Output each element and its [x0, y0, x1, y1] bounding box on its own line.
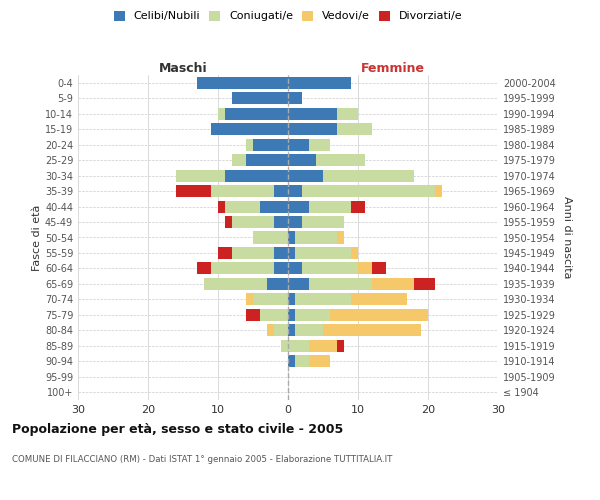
Bar — [295, 309, 330, 321]
Text: Popolazione per età, sesso e stato civile - 2005: Popolazione per età, sesso e stato civil… — [12, 422, 343, 436]
Bar — [197, 262, 211, 274]
Bar — [435, 185, 442, 197]
Bar — [281, 340, 288, 352]
Bar — [295, 247, 351, 259]
Bar — [288, 278, 309, 290]
Bar — [288, 170, 323, 181]
Bar — [253, 294, 288, 306]
Bar — [309, 278, 372, 290]
Bar — [288, 294, 295, 306]
Bar — [295, 232, 337, 243]
Bar — [351, 200, 365, 212]
Bar — [337, 123, 372, 135]
Bar — [218, 108, 225, 120]
Bar — [288, 356, 295, 368]
Bar — [372, 278, 414, 290]
Text: Maschi: Maschi — [158, 62, 208, 75]
Bar — [288, 138, 309, 150]
Bar — [295, 324, 323, 336]
Bar — [309, 138, 330, 150]
Bar — [330, 309, 428, 321]
Bar — [274, 216, 288, 228]
Bar — [288, 340, 309, 352]
Bar — [288, 123, 337, 135]
Text: COMUNE DI FILACCIANO (RM) - Dati ISTAT 1° gennaio 2005 - Elaborazione TUTTITALIA: COMUNE DI FILACCIANO (RM) - Dati ISTAT 1… — [12, 455, 392, 464]
Bar — [351, 247, 358, 259]
Bar — [225, 170, 288, 181]
Legend: Celibi/Nubili, Coniugati/e, Vedovi/e, Divorziati/e: Celibi/Nubili, Coniugati/e, Vedovi/e, Di… — [113, 10, 463, 22]
Bar — [337, 108, 358, 120]
Bar — [288, 154, 316, 166]
Bar — [414, 278, 435, 290]
Bar — [337, 232, 344, 243]
Bar — [232, 216, 274, 228]
Bar — [274, 324, 288, 336]
Bar — [323, 170, 414, 181]
Bar — [176, 185, 211, 197]
Bar — [211, 185, 274, 197]
Bar — [225, 108, 288, 120]
Bar — [274, 247, 288, 259]
Bar — [288, 309, 295, 321]
Bar — [309, 340, 337, 352]
Bar — [246, 309, 260, 321]
Bar — [288, 108, 337, 120]
Bar — [267, 324, 274, 336]
Bar — [295, 294, 351, 306]
Bar — [246, 154, 288, 166]
Bar — [316, 154, 365, 166]
Bar — [218, 200, 225, 212]
Bar — [288, 247, 295, 259]
Bar — [295, 356, 309, 368]
Bar — [288, 262, 302, 274]
Bar — [232, 247, 274, 259]
Y-axis label: Anni di nascita: Anni di nascita — [562, 196, 572, 279]
Bar — [260, 200, 288, 212]
Bar — [253, 138, 288, 150]
Bar — [225, 216, 232, 228]
Bar — [358, 262, 372, 274]
Bar — [309, 200, 351, 212]
Y-axis label: Fasce di età: Fasce di età — [32, 204, 42, 270]
Bar — [246, 294, 253, 306]
Bar — [274, 262, 288, 274]
Bar — [218, 247, 232, 259]
Bar — [232, 154, 246, 166]
Bar — [372, 262, 386, 274]
Bar — [288, 232, 295, 243]
Bar — [288, 216, 302, 228]
Bar — [246, 138, 253, 150]
Bar — [302, 216, 344, 228]
Bar — [197, 76, 288, 89]
Bar — [288, 76, 351, 89]
Bar — [351, 294, 407, 306]
Bar — [176, 170, 225, 181]
Bar — [288, 92, 302, 104]
Bar — [260, 309, 288, 321]
Bar — [309, 356, 330, 368]
Bar — [302, 262, 358, 274]
Bar — [253, 232, 288, 243]
Text: Femmine: Femmine — [361, 62, 425, 75]
Bar — [267, 278, 288, 290]
Bar — [288, 185, 302, 197]
Bar — [302, 185, 435, 197]
Bar — [204, 278, 267, 290]
Bar — [288, 324, 295, 336]
Bar — [211, 262, 274, 274]
Bar — [232, 92, 288, 104]
Bar — [288, 200, 309, 212]
Bar — [323, 324, 421, 336]
Bar — [211, 123, 288, 135]
Bar — [274, 185, 288, 197]
Bar — [225, 200, 260, 212]
Bar — [337, 340, 344, 352]
